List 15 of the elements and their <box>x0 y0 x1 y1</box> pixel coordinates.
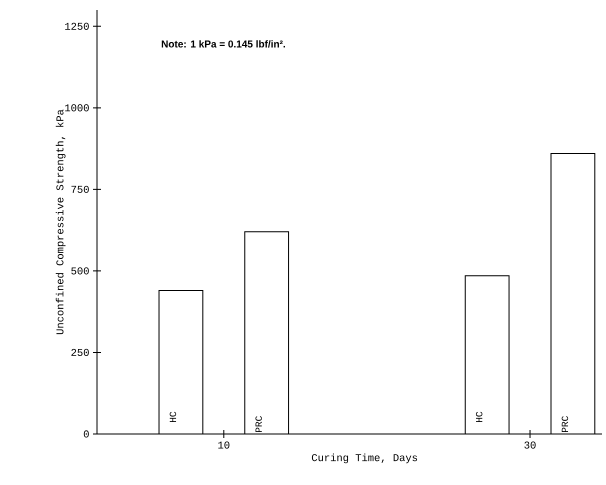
y-tick-label: 250 <box>71 348 89 356</box>
y-axis-title: Unconfined Compressive Strength, kPa <box>56 110 66 334</box>
x-tick-label: 10 <box>218 442 230 449</box>
y-tick-label: 0 <box>84 430 89 438</box>
series-label: PRC <box>255 416 262 432</box>
y-tick-label: 750 <box>71 186 89 193</box>
text: HC <box>476 412 482 422</box>
text: PRC <box>562 416 568 432</box>
y-tick-label: 500 <box>71 267 89 274</box>
x-tick-label: 30 <box>524 442 536 449</box>
y-tick-label: 1250 <box>65 22 89 30</box>
series-label: HC <box>170 412 176 422</box>
annotation: Note: 1 kPa = 0.145 lbf/in². <box>162 40 286 48</box>
x-axis-title: Curing Time, Days <box>312 454 418 464</box>
y-tick-label: 1000 <box>65 104 89 112</box>
